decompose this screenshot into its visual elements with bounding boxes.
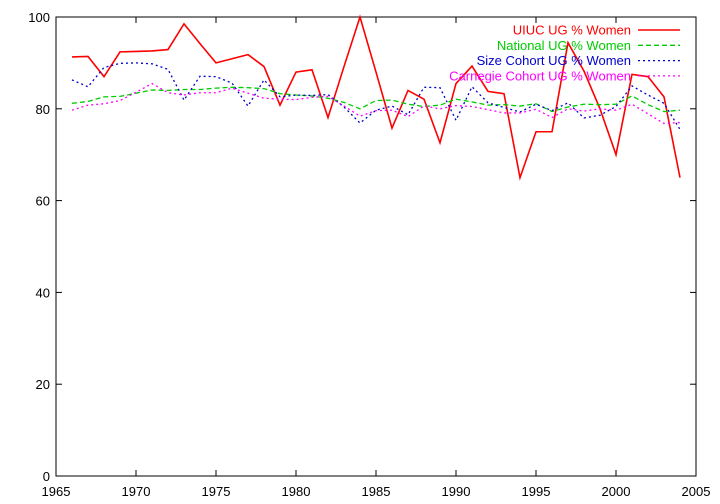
series-line-1 — [71, 14, 681, 181]
y-tick-label: 0 — [43, 469, 50, 484]
series-line-2 — [71, 86, 681, 113]
x-tick-label: 1995 — [522, 484, 551, 499]
y-tick-label: 80 — [36, 102, 50, 117]
y-tick-label: 20 — [36, 377, 50, 392]
x-tick-label: 2005 — [682, 484, 711, 499]
x-tick-label: 1980 — [282, 484, 311, 499]
legend-label-3: Size Cohort UG % Women — [477, 53, 631, 68]
x-tick-label: 1970 — [122, 484, 151, 499]
x-tick-label: 1985 — [362, 484, 391, 499]
series-lines — [71, 14, 681, 181]
x-tick-label: 1990 — [442, 484, 471, 499]
y-tick-label: 100 — [28, 10, 50, 25]
x-tick-label: 2000 — [602, 484, 631, 499]
legend-label-4: Carnegie Cohort UG % Women — [449, 68, 631, 83]
legend-label-1: UIUC UG % Women — [513, 23, 631, 38]
plot-frame — [55, 16, 697, 477]
y-tick-label: 40 — [36, 285, 50, 300]
series-line-4 — [71, 82, 681, 125]
x-tick-label: 1975 — [202, 484, 231, 499]
x-tick-label: 1965 — [42, 484, 71, 499]
legend-label-2: National UG % Women — [497, 38, 631, 53]
axis-ticks: 1965 1970 1975 1980 1985 1990 1995 2000 2005 0 20 4… — [28, 10, 710, 499]
y-tick-label: 60 — [36, 194, 50, 209]
